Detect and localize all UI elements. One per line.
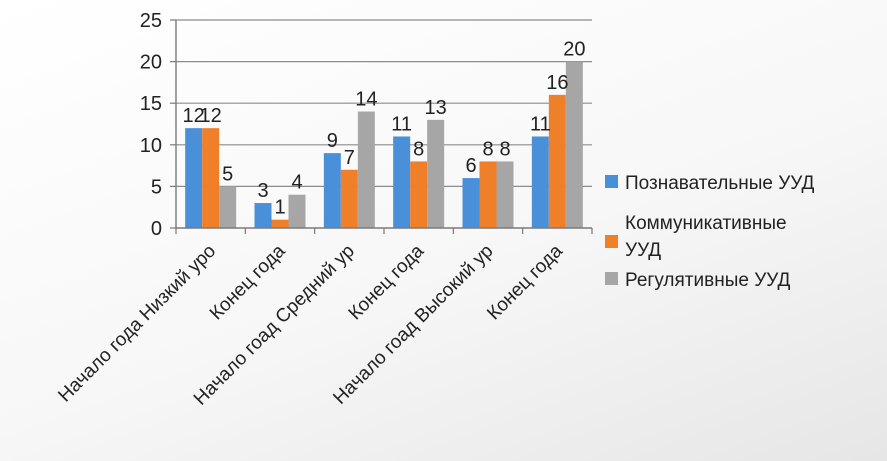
bar	[254, 203, 272, 228]
data-label: 8	[482, 138, 493, 160]
bar	[357, 111, 375, 228]
bar	[548, 94, 566, 228]
bar	[462, 178, 480, 228]
data-label: 11	[391, 113, 412, 135]
y-tick-label: 15	[140, 93, 162, 115]
data-label: 12	[183, 105, 205, 127]
legend-swatch	[605, 175, 618, 188]
bar	[202, 128, 220, 228]
legend: Познавательные УУД Коммуникативные УУД Регу…	[605, 173, 815, 291]
legend-swatch	[605, 235, 618, 248]
bars	[185, 61, 583, 228]
y-tick-label: 10	[140, 135, 162, 157]
data-label: 8	[413, 138, 424, 160]
bar	[219, 186, 237, 228]
bar	[427, 119, 445, 228]
gridlines	[176, 19, 592, 187]
y-tick-label: 25	[140, 10, 162, 32]
legend-label: Коммуникативные	[625, 213, 787, 234]
bar	[323, 153, 341, 228]
bar	[410, 161, 428, 228]
data-label: 14	[355, 89, 377, 111]
legend-swatch	[605, 272, 618, 285]
data-label: 8	[499, 138, 510, 160]
y-tick-label: 5	[151, 176, 162, 198]
data-label: 11	[530, 113, 551, 135]
data-label: 20	[563, 39, 585, 61]
x-tick-label: Конец года	[483, 240, 567, 324]
x-tick-label: Начало года Низкий уро	[54, 241, 220, 407]
data-label: 6	[465, 155, 476, 177]
bar	[496, 161, 514, 228]
bar	[271, 219, 289, 228]
data-label: 9	[327, 130, 338, 152]
legend-label: Познавательные УУД	[625, 173, 815, 194]
legend-label: Регулятивные УУД	[625, 270, 790, 291]
data-label: 16	[546, 72, 568, 94]
data-label: 3	[257, 180, 268, 202]
data-label: 4	[291, 172, 302, 194]
axes	[170, 19, 593, 234]
bar	[479, 161, 497, 228]
data-label: 12	[200, 105, 222, 127]
data-label: 7	[344, 147, 355, 169]
y-tick-label: 20	[140, 52, 162, 74]
y-tick-label: 0	[151, 218, 162, 240]
bar	[288, 194, 306, 228]
legend-label: УУД	[625, 240, 661, 261]
data-label: 1	[274, 197, 285, 219]
bar	[393, 136, 411, 228]
data-label: 13	[425, 97, 447, 119]
bar	[531, 136, 549, 228]
bar	[340, 169, 358, 228]
bar	[185, 128, 203, 228]
y-tick-labels: 0 5 10 15 20 25	[140, 10, 162, 240]
data-label: 5	[222, 163, 233, 185]
bar	[565, 61, 583, 228]
